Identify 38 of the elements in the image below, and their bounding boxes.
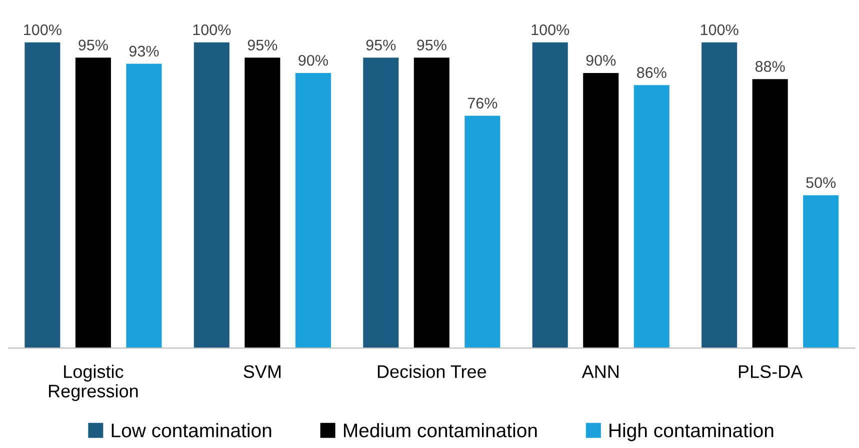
- bar: [244, 58, 280, 348]
- data-label: 90%: [298, 54, 328, 66]
- data-label: 100%: [700, 24, 738, 36]
- bar: [634, 85, 670, 348]
- bar: [75, 58, 111, 348]
- bar: [194, 42, 230, 348]
- bar: [752, 79, 788, 348]
- data-label: 86%: [637, 67, 666, 78]
- bar: [363, 58, 399, 348]
- data-label: 95%: [366, 40, 396, 50]
- legend-label: Low contamination: [112, 423, 272, 438]
- x-tick-label: Logistic Regression: [49, 364, 138, 402]
- bar: [702, 42, 738, 348]
- data-label: 76%: [468, 98, 498, 109]
- data-label: 100%: [193, 24, 231, 36]
- data-label: 88%: [755, 61, 785, 72]
- data-label: 95%: [78, 40, 108, 50]
- data-label: 93%: [129, 46, 159, 57]
- data-label: 95%: [248, 40, 278, 50]
- data-label: 50%: [806, 177, 836, 188]
- x-tick-label: SVM: [244, 365, 281, 378]
- bar: [583, 72, 619, 348]
- bar: [295, 72, 331, 348]
- data-label: 100%: [532, 24, 570, 36]
- data-label: 100%: [24, 24, 62, 36]
- x-tick-label: ANN: [582, 365, 618, 378]
- legend-label: Medium contamination: [344, 423, 537, 438]
- bar: [24, 42, 60, 348]
- bar: [414, 58, 450, 348]
- data-label: 95%: [417, 40, 446, 50]
- legend-label: High contamination: [610, 423, 774, 442]
- bar: [532, 42, 568, 348]
- bar: [126, 64, 162, 348]
- data-label: 90%: [586, 54, 616, 66]
- x-tick-label: Decision Tree: [378, 364, 486, 378]
- x-tick-label: PLS-DA: [738, 365, 803, 378]
- bar: [464, 116, 500, 348]
- bar: [803, 195, 839, 348]
